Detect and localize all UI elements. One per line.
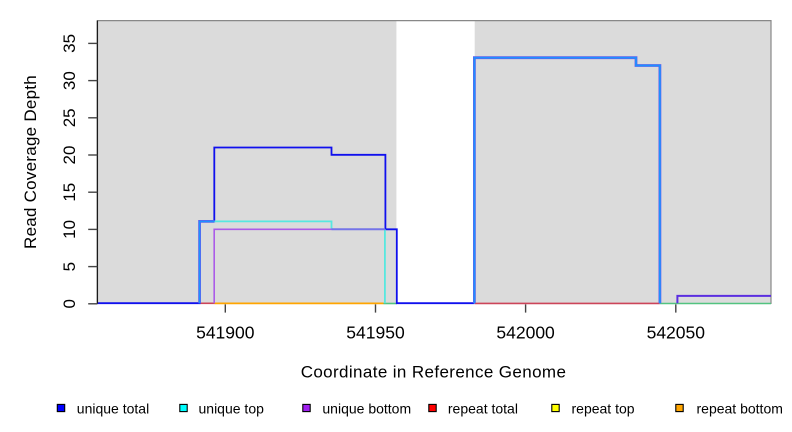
svg-text:542050: 542050 bbox=[647, 322, 706, 342]
svg-text:30: 30 bbox=[60, 71, 79, 90]
svg-text:5: 5 bbox=[60, 262, 79, 271]
svg-text:Coordinate in Reference Genome: Coordinate in Reference Genome bbox=[301, 362, 567, 381]
svg-text:0: 0 bbox=[60, 299, 79, 308]
svg-text:unique total: unique total bbox=[77, 400, 149, 416]
svg-text:repeat bottom: repeat bottom bbox=[697, 400, 783, 416]
svg-text:repeat top: repeat top bbox=[572, 400, 635, 416]
svg-text:repeat total: repeat total bbox=[448, 400, 518, 416]
svg-text:Read Coverage Depth: Read Coverage Depth bbox=[21, 75, 40, 249]
svg-text:541950: 541950 bbox=[346, 322, 405, 342]
svg-text:15: 15 bbox=[60, 183, 79, 202]
svg-text:542000: 542000 bbox=[496, 322, 555, 342]
svg-text:20: 20 bbox=[60, 146, 79, 165]
svg-text:35: 35 bbox=[60, 34, 79, 53]
svg-text:unique top: unique top bbox=[199, 400, 265, 416]
svg-text:541900: 541900 bbox=[196, 322, 255, 342]
svg-text:10: 10 bbox=[60, 220, 79, 239]
svg-text:unique bottom: unique bottom bbox=[322, 400, 411, 416]
svg-text:25: 25 bbox=[60, 108, 79, 127]
